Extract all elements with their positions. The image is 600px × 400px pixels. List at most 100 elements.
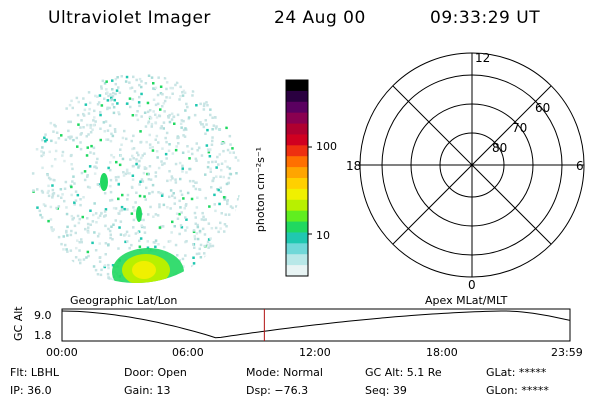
- uv-speckle-pixel: [156, 214, 160, 217]
- uv-speckle-pixel: [223, 223, 227, 226]
- uv-speckle-pixel: [87, 133, 90, 136]
- status-glat: GLat: *****: [486, 366, 547, 379]
- uv-speckle-pixel: [209, 245, 212, 248]
- uv-speckle-pixel: [206, 128, 209, 132]
- colorbar-segment: [286, 167, 308, 179]
- uv-speckle-pixel: [206, 104, 209, 107]
- uv-speckle-pixel: [65, 248, 68, 251]
- uv-speckle-pixel: [76, 113, 80, 117]
- uv-speckle-pixel: [217, 230, 220, 234]
- uv-speckle-pixel: [221, 141, 224, 145]
- uv-speckle-pixel: [202, 125, 206, 129]
- uv-speckle-pixel: [203, 233, 207, 236]
- uv-speckle-pixel: [160, 160, 163, 163]
- uv-speckle-pixel: [124, 240, 127, 244]
- uv-speckle-pixel: [218, 128, 222, 131]
- uv-speckle-pixel: [99, 185, 102, 188]
- alt-xtick-1800: 18:00: [426, 346, 458, 359]
- uv-speckle-pixel: [109, 236, 112, 240]
- uv-speckle-pixel: [104, 214, 107, 217]
- uv-speckle-pixel: [42, 151, 45, 154]
- uv-speckle-pixel: [139, 130, 142, 133]
- uv-speckle-pixel: [83, 108, 87, 112]
- uv-speckle-pixel: [146, 172, 149, 176]
- uv-speckle-pixel: [115, 179, 118, 182]
- uv-speckle-pixel: [115, 160, 118, 164]
- uv-speckle-pixel: [59, 188, 63, 191]
- uv-speckle-pixel: [74, 199, 78, 202]
- uv-speckle-pixel: [138, 183, 141, 186]
- uv-speckle-pixel: [182, 89, 186, 93]
- uv-speckle-pixel: [126, 198, 129, 201]
- uv-speckle-pixel: [132, 226, 135, 229]
- uv-speckle-pixel: [40, 189, 44, 193]
- uv-speckle-pixel: [205, 101, 208, 104]
- uv-speckle-pixel: [84, 227, 87, 231]
- uv-speckle-pixel: [154, 241, 157, 244]
- alt-ytick-top: 9.0: [34, 309, 52, 322]
- uv-speckle-pixel: [100, 212, 103, 215]
- uv-speckle-pixel: [66, 225, 69, 229]
- uv-speckle-pixel: [147, 120, 151, 123]
- uv-speckle-pixel: [111, 79, 114, 82]
- uv-speckle-pixel: [92, 124, 95, 127]
- uv-speckle-pixel: [79, 203, 82, 207]
- uv-speckle-pixel: [85, 135, 88, 138]
- lat-label-80: 80: [492, 141, 507, 155]
- uv-speckle-pixel: [63, 187, 67, 190]
- uv-speckle-pixel: [138, 159, 141, 163]
- uv-speckle-pixel: [154, 103, 158, 107]
- uv-speckle-pixel: [64, 243, 67, 247]
- uv-speckle-pixel: [172, 192, 175, 195]
- uv-speckle-pixel: [207, 150, 211, 154]
- uv-speckle-pixel: [196, 225, 200, 229]
- uv-speckle-pixel: [220, 212, 223, 215]
- uv-speckle-pixel: [180, 211, 183, 214]
- uv-speckle-pixel: [131, 154, 134, 158]
- uv-speckle-pixel: [195, 142, 198, 145]
- uv-speckle-pixel: [179, 177, 182, 181]
- uv-speckle-pixel: [99, 110, 102, 114]
- uv-speckle-pixel: [149, 116, 153, 120]
- uv-speckle-pixel: [117, 175, 120, 179]
- uv-speckle-pixel: [131, 114, 135, 117]
- uv-speckle-pixel: [36, 188, 39, 191]
- uv-speckle-pixel: [114, 176, 118, 179]
- uv-speckle-pixel: [49, 218, 53, 221]
- uv-speckle-pixel: [167, 115, 170, 118]
- uv-speckle-pixel: [135, 114, 138, 117]
- uv-speckle-pixel: [208, 205, 211, 208]
- colorbar-segment: [286, 112, 308, 125]
- uv-speckle-pixel: [44, 204, 47, 208]
- uv-speckle-pixel: [92, 265, 96, 268]
- uv-speckle-pixel: [143, 111, 147, 114]
- uv-speckle-pixel: [117, 111, 120, 114]
- uv-speckle-pixel: [211, 128, 214, 131]
- status-gain: Gain: 13: [124, 384, 171, 397]
- uv-speckle-pixel: [171, 92, 174, 95]
- uv-speckle-pixel: [187, 150, 190, 153]
- uv-speckle-pixel: [199, 121, 202, 124]
- app-title: Ultraviolet Imager: [48, 8, 211, 28]
- colorbar-segment: [286, 243, 308, 255]
- uv-speckle-pixel: [89, 209, 92, 212]
- uv-speckle-pixel: [125, 75, 129, 79]
- colorbar-segment: [286, 188, 308, 201]
- uv-speckle-pixel: [50, 139, 53, 143]
- colorbar-segment: [286, 80, 308, 92]
- uv-speckle-pixel: [99, 113, 102, 117]
- status-glon: GLon: *****: [486, 384, 549, 397]
- uv-speckle-pixel: [170, 175, 174, 178]
- uv-speckle-pixel: [147, 172, 150, 176]
- alt-ytick-bottom: 1.8: [34, 329, 52, 342]
- uv-speckle-pixel: [173, 225, 176, 228]
- uv-speckle-pixel: [225, 182, 229, 186]
- uv-speckle-pixel: [136, 231, 140, 234]
- uv-speckle-pixel: [124, 172, 128, 176]
- uv-speckle-pixel: [196, 223, 199, 227]
- uv-speckle-pixel: [182, 265, 185, 268]
- uv-speckle-pixel: [199, 243, 203, 247]
- uv-speckle-pixel: [214, 127, 218, 130]
- uv-speckle-pixel: [47, 219, 50, 223]
- uv-speckle-pixel: [187, 116, 191, 119]
